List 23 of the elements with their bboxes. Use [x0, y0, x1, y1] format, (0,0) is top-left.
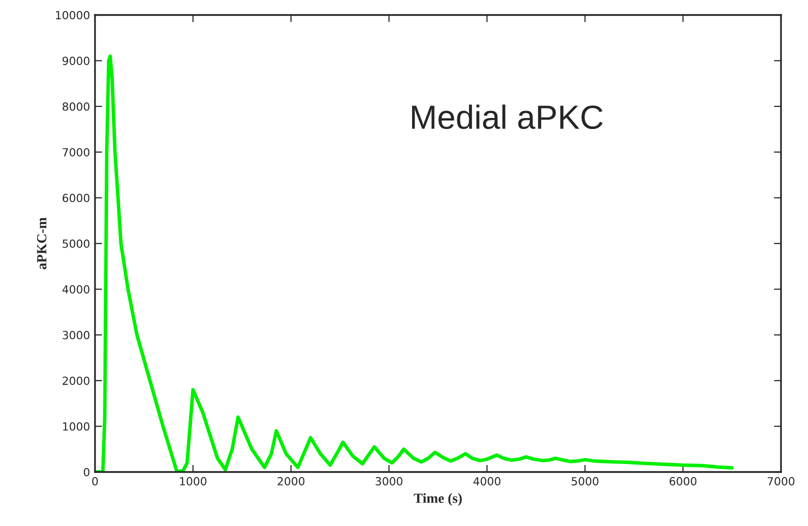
x-tick-label: 3000	[376, 477, 402, 486]
y-tick-label: 2000	[62, 376, 90, 385]
x-tick-label: 0	[92, 477, 98, 486]
y-tick-label: 9000	[62, 56, 90, 66]
x-tick-label: 5000	[572, 477, 598, 486]
x-tick-label: 4000	[473, 477, 500, 486]
x-tick-label: 6000	[670, 477, 696, 486]
y-tick-label: 7000	[62, 148, 90, 156]
y-tick-label: 3000	[62, 330, 90, 340]
line-series	[95, 54, 734, 472]
x-axis-title: Time (s)	[414, 493, 462, 506]
y-tick-label: 0	[84, 468, 90, 476]
y-tick-label: 10000	[56, 10, 90, 20]
annotation: Medial aPKC	[412, 104, 603, 130]
y-tick-label: 8000	[62, 102, 90, 111]
x-tick-label: 1000	[180, 477, 206, 486]
y-axis-title: aPKC-m	[37, 218, 46, 270]
x-tick-label: 7000	[768, 477, 794, 486]
y-tick-label: 5000	[62, 239, 90, 248]
x-tick-label: 2000	[278, 477, 304, 486]
y-tick-label: 6000	[62, 194, 90, 202]
y-tick-label: 4000	[62, 285, 90, 294]
y-tick-label: 1000	[63, 422, 90, 431]
